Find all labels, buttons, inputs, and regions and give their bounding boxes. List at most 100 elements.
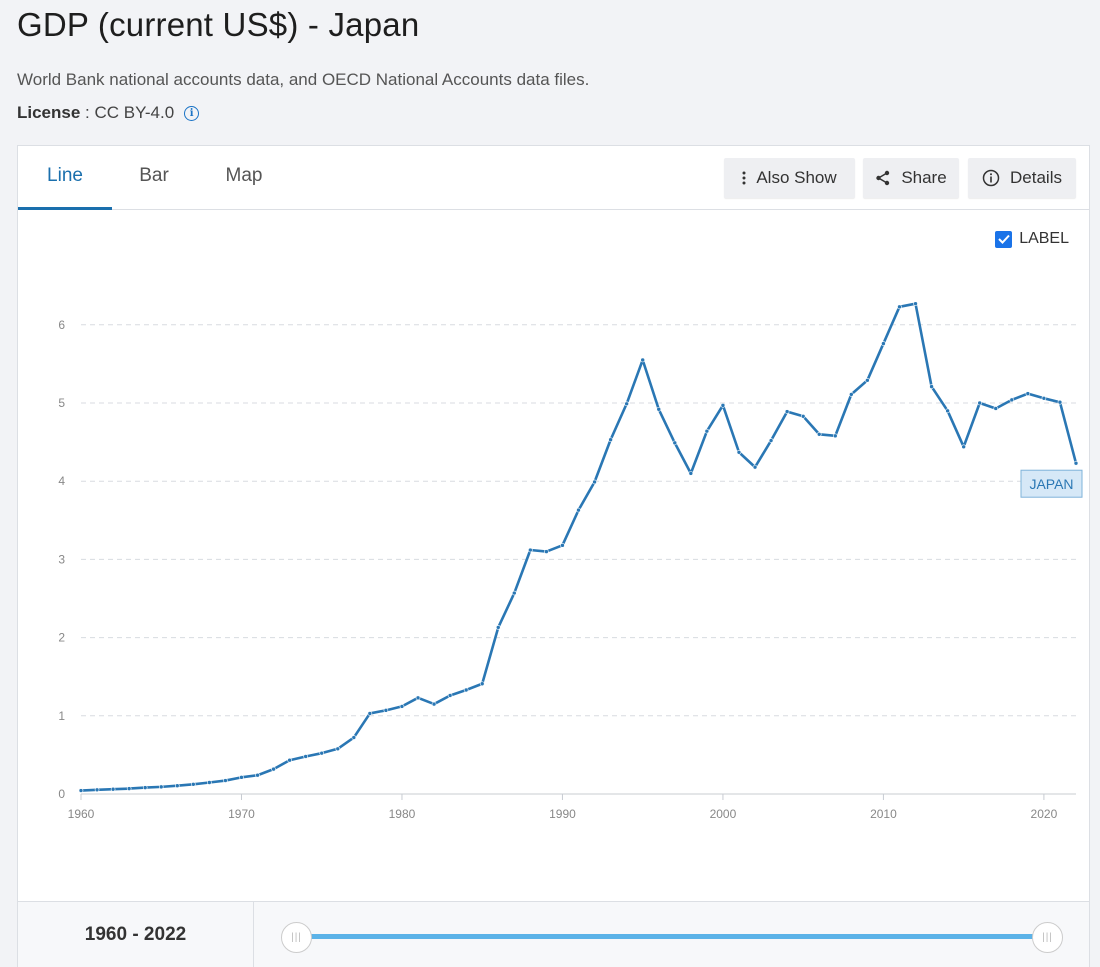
data-point bbox=[576, 507, 581, 513]
info-icon[interactable]: i bbox=[184, 105, 200, 121]
data-point bbox=[463, 687, 469, 693]
data-point bbox=[319, 750, 325, 756]
source-text: World Bank national accounts data, and O… bbox=[17, 70, 590, 89]
data-point bbox=[624, 401, 629, 407]
tab-line[interactable]: Line bbox=[18, 146, 112, 210]
x-tick-label: 1980 bbox=[389, 807, 416, 821]
y-tick-label: 1 bbox=[58, 709, 65, 723]
tab-map[interactable]: Map bbox=[225, 165, 263, 186]
range-start-handle[interactable]: ||| bbox=[281, 922, 312, 953]
data-point bbox=[415, 695, 421, 701]
x-tick-label: 2020 bbox=[1031, 807, 1058, 821]
data-point bbox=[592, 479, 597, 485]
x-tick-label: 1970 bbox=[228, 807, 255, 821]
data-point bbox=[495, 625, 501, 630]
info-circle-icon bbox=[982, 169, 1000, 187]
data-point bbox=[287, 757, 292, 763]
x-tick-label: 2000 bbox=[710, 807, 737, 821]
y-tick-label: 6 bbox=[58, 318, 65, 332]
data-point bbox=[126, 786, 132, 791]
data-point bbox=[720, 403, 726, 408]
series-end-label-box bbox=[1020, 469, 1083, 498]
data-point bbox=[768, 438, 774, 443]
data-point bbox=[78, 788, 84, 793]
data-point bbox=[736, 449, 742, 455]
also-show-button[interactable]: Also Show bbox=[724, 158, 855, 198]
y-tick-label: 2 bbox=[58, 631, 65, 645]
x-tick-label: 1960 bbox=[68, 807, 95, 821]
data-point bbox=[832, 433, 838, 439]
data-point bbox=[1057, 399, 1063, 405]
data-point bbox=[913, 301, 918, 306]
data-point bbox=[784, 409, 790, 414]
data-point bbox=[1073, 460, 1079, 466]
range-track[interactable] bbox=[297, 934, 1049, 939]
data-point bbox=[993, 406, 999, 411]
data-point bbox=[271, 766, 276, 772]
range-end-handle[interactable]: ||| bbox=[1032, 922, 1063, 953]
data-point bbox=[431, 701, 437, 707]
data-point bbox=[961, 444, 966, 450]
data-point bbox=[399, 704, 405, 709]
data-point bbox=[704, 428, 710, 434]
data-point bbox=[158, 784, 164, 790]
data-point bbox=[447, 693, 453, 698]
data-point bbox=[688, 471, 694, 476]
data-point bbox=[881, 341, 886, 346]
data-point bbox=[303, 754, 308, 759]
page-title: GDP (current US$) - Japan bbox=[17, 6, 420, 43]
data-point bbox=[367, 711, 373, 716]
data-point bbox=[528, 547, 533, 553]
chart-card: Line Bar Map Also Show Share Details LAB… bbox=[17, 145, 1090, 967]
data-point bbox=[849, 392, 854, 397]
y-tick-label: 4 bbox=[58, 474, 65, 488]
data-point bbox=[672, 440, 678, 446]
data-point bbox=[335, 746, 341, 752]
details-label: Details bbox=[1010, 168, 1062, 187]
data-point bbox=[383, 708, 389, 713]
data-point bbox=[174, 783, 180, 789]
data-point bbox=[142, 785, 148, 790]
data-point bbox=[752, 464, 758, 470]
data-point bbox=[640, 357, 645, 363]
share-label: Share bbox=[901, 168, 947, 187]
tab-bar[interactable]: Bar bbox=[139, 165, 169, 186]
series-end-label: JAPAN bbox=[1029, 476, 1073, 492]
label-toggle[interactable]: LABEL bbox=[995, 230, 1069, 248]
data-point bbox=[351, 735, 357, 740]
data-point bbox=[207, 780, 212, 785]
data-point bbox=[816, 431, 822, 437]
chart-tabs: Line Bar Map Also Show Share Details bbox=[18, 146, 1089, 210]
data-point bbox=[479, 681, 485, 687]
year-range-label: 1960 - 2022 bbox=[18, 902, 254, 967]
y-tick-label: 3 bbox=[58, 552, 65, 566]
data-point bbox=[94, 787, 100, 793]
data-point bbox=[897, 304, 902, 310]
data-point bbox=[191, 782, 196, 787]
series-line-japan bbox=[80, 302, 1078, 792]
data-point bbox=[656, 406, 662, 412]
data-point bbox=[1009, 397, 1015, 403]
data-point bbox=[977, 400, 983, 406]
data-point bbox=[1025, 391, 1031, 396]
checkbox-checked-icon[interactable] bbox=[995, 230, 1013, 248]
data-point bbox=[544, 549, 549, 554]
data-point bbox=[110, 786, 116, 792]
data-point bbox=[560, 543, 565, 548]
data-point bbox=[800, 413, 806, 419]
share-icon bbox=[876, 170, 890, 186]
data-point bbox=[223, 778, 228, 783]
y-tick-label: 0 bbox=[58, 787, 65, 801]
data-point bbox=[255, 772, 260, 778]
data-point bbox=[239, 775, 244, 780]
share-button[interactable]: Share bbox=[863, 158, 959, 198]
license-value: : CC BY-4.0 bbox=[80, 103, 175, 122]
data-point bbox=[945, 408, 950, 414]
label-toggle-text: LABEL bbox=[1019, 230, 1069, 247]
details-button[interactable]: Details bbox=[968, 158, 1076, 198]
data-point bbox=[1041, 396, 1047, 401]
also-show-label: Also Show bbox=[756, 168, 837, 187]
y-tick-label: 5 bbox=[58, 396, 65, 410]
data-point bbox=[865, 378, 870, 383]
x-tick-label: 2010 bbox=[870, 807, 897, 821]
